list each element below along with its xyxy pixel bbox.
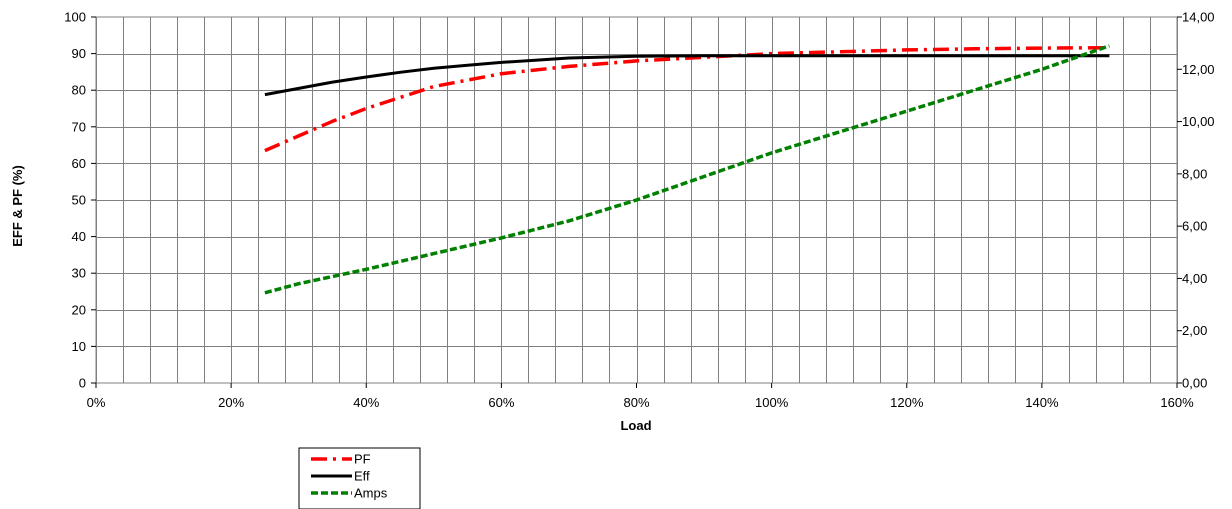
- right-tick-label: 12,00: [1182, 62, 1215, 77]
- left-tick-label: 70: [72, 119, 86, 134]
- series-line-eff: [264, 54, 1110, 97]
- x-tick-label: 60%: [488, 395, 514, 410]
- left-tick-label: 0: [79, 376, 86, 391]
- legend: PF Eff Amps: [298, 447, 421, 509]
- legend-box: [298, 447, 421, 509]
- series-lines: [264, 44, 1110, 295]
- x-tick-label: 40%: [353, 395, 379, 410]
- right-tick-label: 4,00: [1182, 271, 1207, 286]
- x-axis-ticks: 0% 20% 40% 60% 80% 100% 120% 140% 160%: [87, 383, 1194, 410]
- x-tick-label: 160%: [1160, 395, 1194, 410]
- x-axis-title: Load: [620, 418, 651, 433]
- left-tick-label: 40: [72, 229, 86, 244]
- series-line-pf: [264, 45, 1110, 153]
- left-tick-label: 100: [64, 10, 86, 25]
- left-tick-label: 60: [72, 156, 86, 171]
- y-axis-title: EFF & PF (%): [10, 165, 25, 247]
- left-tick-label: 30: [72, 266, 86, 281]
- series-line-amps: [264, 44, 1110, 295]
- right-tick-label: 6,00: [1182, 219, 1207, 234]
- legend-label-eff: Eff: [354, 469, 370, 484]
- x-tick-label: 80%: [623, 395, 649, 410]
- right-axis-ticks: 0,00 2,00 4,00 6,00 8,00 10,00 12,00 14,00: [1177, 10, 1215, 391]
- x-tick-label: 100%: [755, 395, 789, 410]
- legend-label-pf: PF: [354, 452, 371, 467]
- x-tick-label: 0%: [87, 395, 106, 410]
- grid-lines: [96, 17, 1178, 383]
- left-tick-label: 10: [72, 339, 86, 354]
- right-tick-label: 2,00: [1182, 323, 1207, 338]
- right-tick-label: 10,00: [1182, 114, 1215, 129]
- left-tick-label: 50: [72, 193, 86, 208]
- left-tick-label: 20: [72, 302, 86, 317]
- left-axis-ticks: 0 10 20 30 40 50 60 70 80 90 100: [64, 10, 96, 391]
- right-tick-label: 0,00: [1182, 376, 1207, 391]
- legend-label-amps: Amps: [354, 486, 388, 501]
- x-tick-label: 120%: [890, 395, 924, 410]
- right-tick-label: 14,00: [1182, 10, 1215, 25]
- left-tick-label: 90: [72, 46, 86, 61]
- left-tick-label: 80: [72, 83, 86, 98]
- x-tick-label: 20%: [218, 395, 244, 410]
- right-tick-label: 8,00: [1182, 166, 1207, 181]
- x-tick-label: 140%: [1025, 395, 1059, 410]
